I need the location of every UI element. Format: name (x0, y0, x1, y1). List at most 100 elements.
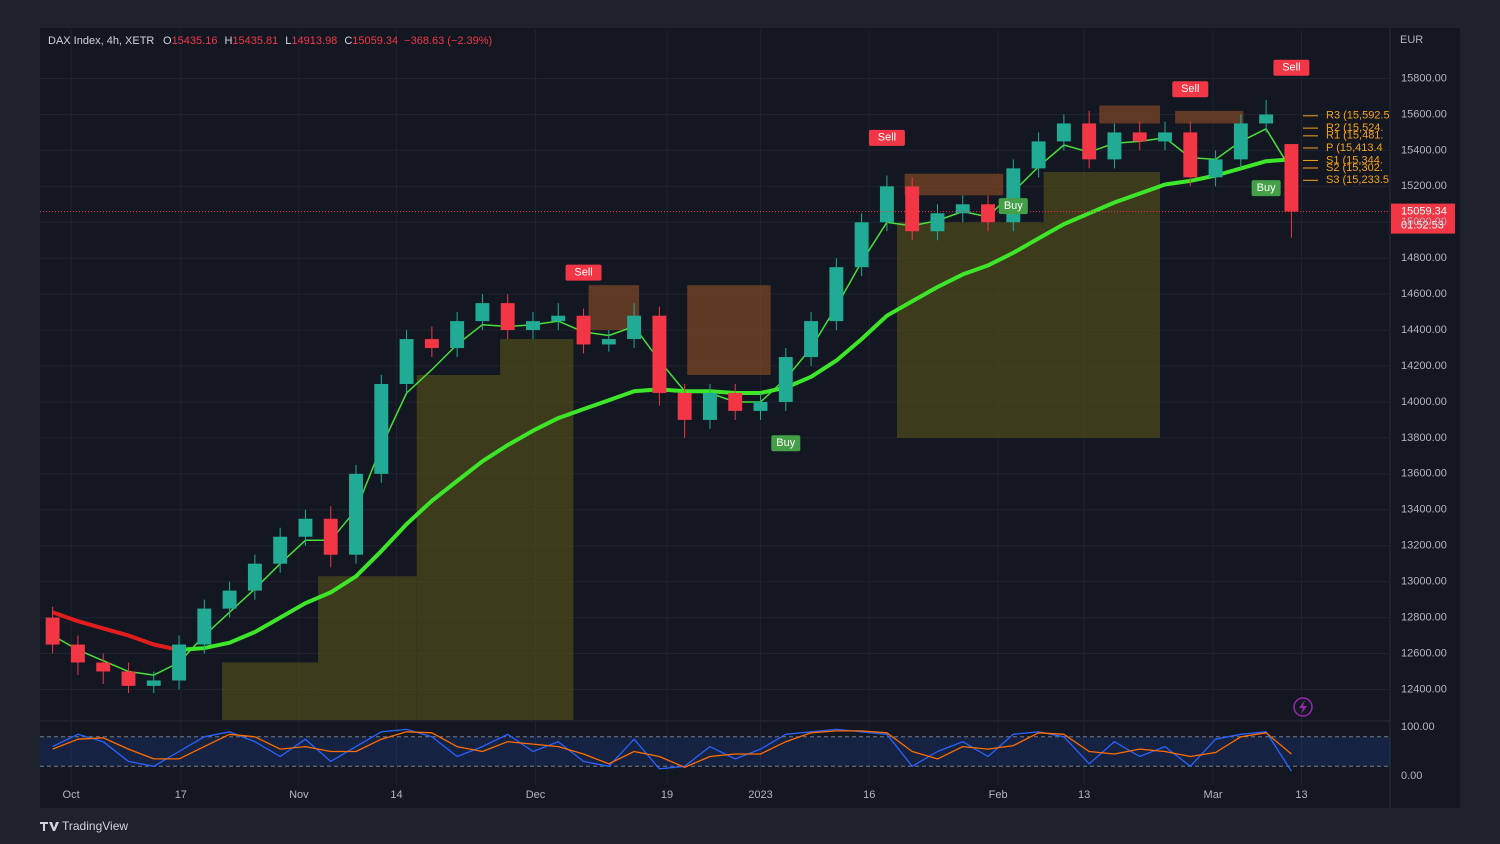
candle-body (854, 222, 869, 268)
candle-body (576, 315, 591, 345)
zone (1043, 171, 1160, 223)
signal-label: Sell (574, 266, 592, 278)
candle-body (1284, 144, 1299, 212)
alert-icon[interactable] (1293, 697, 1313, 717)
zones (222, 105, 1244, 720)
signal-label: Buy (1004, 200, 1023, 212)
candle-body (323, 518, 338, 555)
osc-line (52, 730, 1292, 768)
candle-body (702, 392, 717, 420)
zone (222, 662, 319, 720)
candle-body (1056, 123, 1071, 142)
pivot-label: S2 (15,302. (1326, 162, 1383, 174)
y-tick-label: 13800.00 (1401, 432, 1447, 444)
x-tick-label: 16 (863, 789, 875, 801)
candle-body (879, 186, 894, 223)
y-tick-label: 12600.00 (1401, 647, 1447, 659)
candle-body (955, 204, 970, 214)
y-tick-label: 15000.00 (1401, 216, 1447, 228)
candle-body (652, 315, 667, 393)
candle-body (1158, 132, 1172, 142)
price-label: 15059.34 (1401, 206, 1447, 218)
osc-tick-label: 0.00 (1401, 770, 1422, 782)
signal-box (771, 435, 801, 452)
x-tick-label: 2023 (748, 789, 772, 801)
candle-body (677, 392, 692, 420)
candle-body (829, 267, 844, 322)
signal-label: Buy (1257, 182, 1276, 194)
candle-body (475, 303, 490, 322)
logo-icon (40, 822, 59, 831)
ohlc-value: 14913.98 (291, 35, 337, 47)
x-tick-label: Oct (63, 789, 80, 801)
y-tick-label: 15400.00 (1401, 144, 1447, 156)
osc-tick-label: 100.00 (1401, 721, 1435, 733)
signal-box (565, 264, 602, 281)
candle-body (728, 392, 743, 411)
signal-box (1172, 81, 1209, 98)
alert-bolt (1299, 700, 1307, 714)
zone (1175, 110, 1244, 124)
candle-body (247, 563, 262, 591)
ohlc-key: O (163, 35, 172, 47)
candle-body (778, 357, 793, 402)
ohlc-value: 15435.16 (172, 35, 218, 47)
candle-body (424, 339, 439, 349)
candle-body (551, 315, 566, 322)
y-tick-label: 15600.00 (1401, 108, 1447, 120)
candle-body (1183, 132, 1198, 178)
signal-box (1273, 59, 1310, 76)
pivot-label: P (15,413.4 (1326, 142, 1383, 154)
ohlc-key: L (285, 35, 291, 47)
candle-body (197, 608, 212, 645)
candle-body (804, 321, 819, 358)
x-tick-label: 13 (1078, 789, 1090, 801)
candle-body (1132, 132, 1147, 142)
signal-box (998, 198, 1028, 215)
signal-label: Sell (1181, 83, 1199, 95)
candle-body (905, 186, 920, 232)
osc-line (52, 728, 1292, 772)
pivot-label: R1 (15,481. (1326, 130, 1383, 142)
x-tick-label: Feb (989, 789, 1008, 801)
x-tick-label: 13 (1295, 789, 1307, 801)
overlay: 15059.34 01:52:53 R3 (15,592.5R2 (15,524.R… (40, 59, 1455, 452)
signal-box (1251, 180, 1281, 197)
pivot-label: S3 (15,233.5 (1326, 174, 1389, 186)
moving-average (51, 610, 180, 652)
y-tick-label: 12800.00 (1401, 611, 1447, 623)
osc-band (40, 736, 1390, 767)
zone (897, 222, 1160, 438)
candle-body (1107, 132, 1122, 160)
candle-body (1259, 114, 1274, 124)
candle-body (298, 518, 313, 537)
logo-mark (40, 819, 42, 833)
x-tick-label: 19 (661, 789, 673, 801)
candle-body (1031, 141, 1046, 169)
candle-body (222, 590, 237, 609)
currency: EUR (1400, 34, 1423, 46)
price-label-box (1391, 203, 1455, 234)
candle-body (273, 536, 288, 564)
candles (45, 100, 1299, 694)
x-tick-label: Nov (289, 789, 309, 801)
chart-title: DAX Index, 4h, XETR (48, 35, 154, 47)
y-tick-label: 15200.00 (1401, 180, 1447, 192)
zone (318, 576, 417, 720)
candle-body (627, 315, 642, 340)
candle-body (753, 401, 768, 411)
countdown: 01:52:53 (1401, 220, 1444, 232)
candle-body (374, 383, 389, 474)
ohlc-key: H (224, 35, 232, 47)
candle-body (1082, 123, 1097, 160)
x-tick-label: Dec (526, 789, 546, 801)
x-tick-label: 17 (175, 789, 187, 801)
y-tick-label: 13000.00 (1401, 576, 1447, 588)
zone (687, 285, 771, 375)
signal-label: Sell (1282, 62, 1300, 74)
y-tick-label: 13400.00 (1401, 504, 1447, 516)
candle-body (96, 662, 111, 672)
logo-text: TradingView (62, 819, 128, 833)
